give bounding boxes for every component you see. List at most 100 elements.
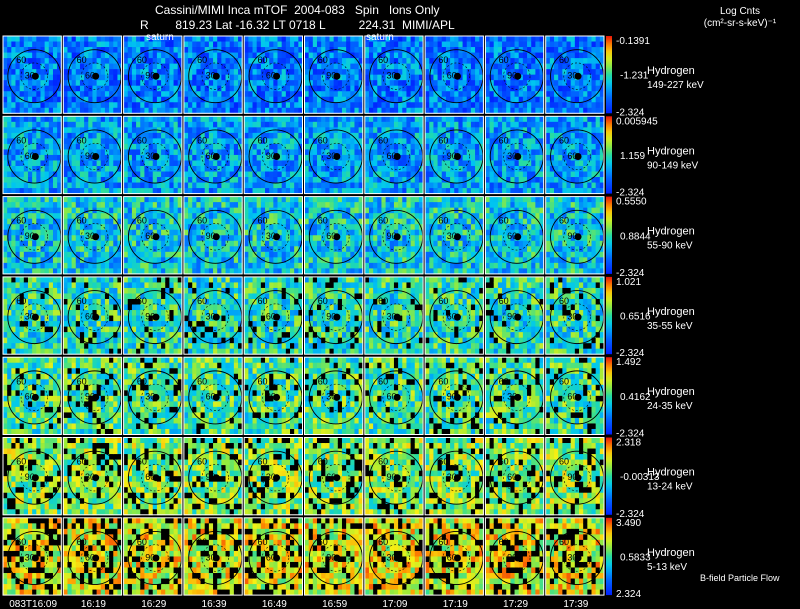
heatmap-cell [96,41,102,48]
heatmap-cell [200,262,206,269]
heatmap-cell [100,85,106,92]
heatmap-cell [304,74,310,81]
heatmap-cell [485,107,490,114]
heatmap-cell [63,91,68,98]
heatmap-cell [377,41,382,48]
heatmap-cell [156,240,162,247]
heatmap-cell [273,251,278,258]
heatmap-cell [109,154,114,161]
heatmap-cell [156,251,162,258]
heatmap-cell [3,240,8,247]
heatmap-cell [595,107,601,114]
heatmap-cell [40,107,46,114]
heatmap-cell [554,41,559,48]
heatmap-cell [67,132,73,139]
heatmap-cell [489,102,495,109]
heatmap-cell [161,121,166,128]
heatmap-cell [497,36,503,42]
heatmap-cell [281,80,287,87]
heatmap-cell [165,41,170,48]
heatmap-cell [406,41,412,48]
heatmap-cell [225,85,231,92]
heatmap-cell [373,121,378,128]
heatmap-cell [466,85,472,92]
heatmap-cell [325,85,330,92]
heatmap-cell [574,143,580,150]
heatmap-cell [3,262,8,269]
heatmap-cell [196,177,201,183]
heatmap-cell [173,36,179,42]
heatmap-cell [466,143,472,150]
heatmap-cell [531,121,536,128]
heatmap-cell [574,165,580,172]
heatmap-cell [591,85,597,92]
heatmap-cell [514,116,520,123]
heatmap-cell [63,41,68,48]
heatmap-cell [316,80,322,87]
heatmap-cell [325,47,330,53]
heatmap-cell [285,102,291,109]
heatmap-cell [208,196,214,203]
heatmap-cell [595,177,601,183]
heatmap-cell [354,91,360,98]
heatmap-cell [48,102,54,109]
heatmap-cell [52,47,58,53]
heatmap-cell [298,96,303,103]
heatmap-cell [599,36,605,42]
heatmap-cell [52,127,58,134]
heatmap-cell [587,116,592,123]
heatmap-cell [196,74,201,81]
heatmap-cell [341,80,347,87]
heatmap-cell [229,96,235,103]
heatmap-cell [294,171,299,178]
heatmap-cell [406,69,412,76]
heatmap-cell [398,69,403,76]
saturn-marker [212,152,220,160]
heatmap-cell [260,47,266,53]
heatmap-cell [15,251,21,258]
heatmap-cell [377,149,382,156]
heatmap-cell [192,127,197,134]
heatmap-cell [316,41,322,48]
heatmap-cell [346,41,351,48]
heatmap-cell [531,116,536,123]
heatmap-cell [221,63,226,70]
heatmap-cell [57,127,62,134]
heatmap-cell [385,47,391,53]
heatmap-cell [329,102,335,109]
heatmap-cell [454,91,459,98]
heatmap-cell [506,107,511,114]
heatmap-cell [497,74,503,81]
heatmap-cell [252,149,258,156]
heatmap-cell [558,121,563,128]
heatmap-cell [308,149,314,156]
heatmap-cell [265,74,270,81]
heatmap-cell [48,188,54,194]
heatmap-cell [244,69,249,76]
heatmap-cell [304,102,310,109]
heatmap-cell [104,74,110,81]
heatmap-cell [256,165,262,172]
heatmap-cell [298,127,303,134]
heatmap-cell [304,149,310,156]
heatmap-cell [358,69,364,76]
heatmap-cell [354,36,360,42]
heatmap-cell [368,138,374,145]
heatmap-cell [75,138,81,145]
heatmap-cell [385,74,391,81]
heatmap-cell [169,74,174,81]
heatmap-cell [574,52,580,59]
heatmap-cell [281,177,287,183]
heatmap-cell [304,160,310,167]
heatmap-cell [148,138,154,145]
heatmap-cell [502,102,507,109]
heatmap-cell [354,80,360,87]
heatmap-cell [485,165,490,172]
heatmap-cell [3,154,8,161]
heatmap-cell [304,85,310,92]
heatmap-cell [57,41,62,48]
heatmap-cell [229,58,235,65]
